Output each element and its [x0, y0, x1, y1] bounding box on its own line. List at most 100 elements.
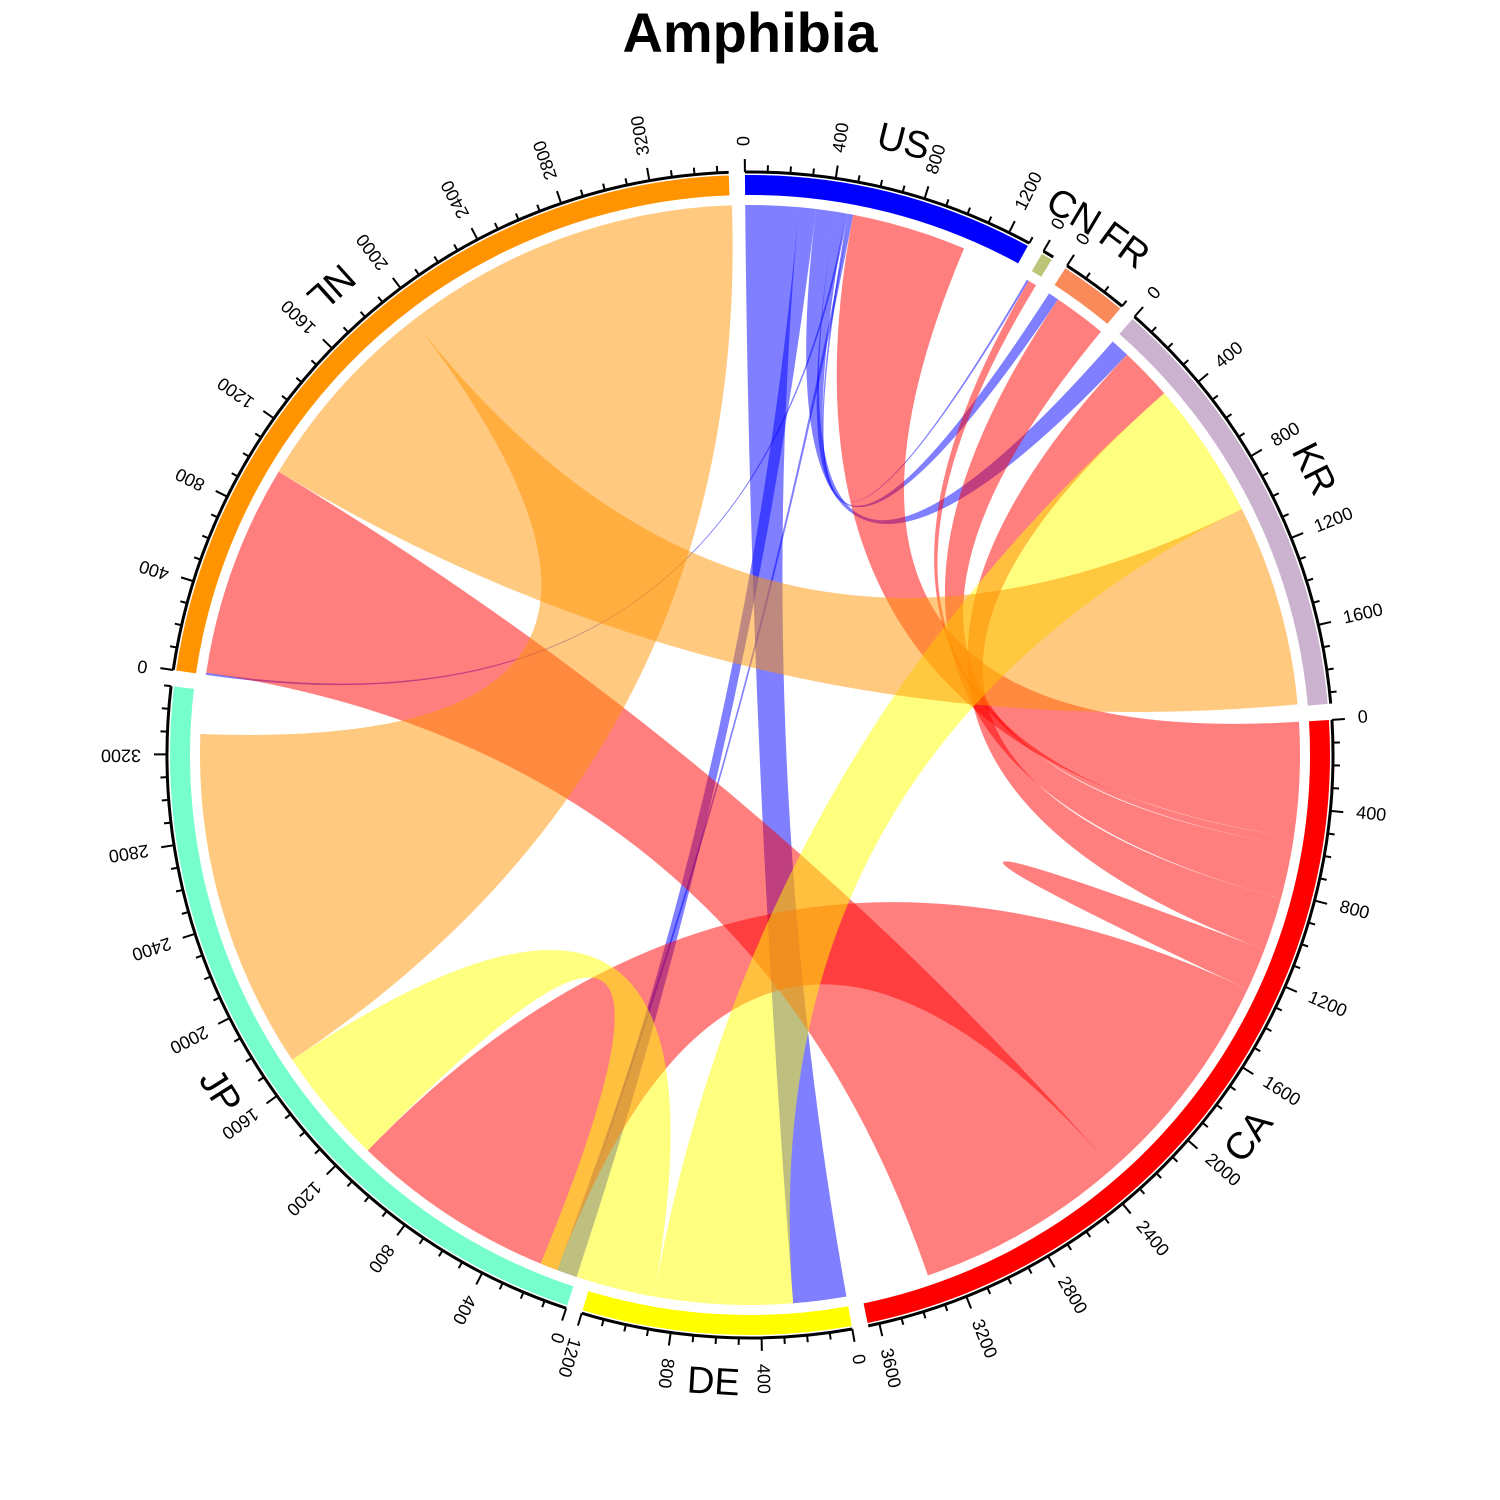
- axis-tick-ca: [1284, 985, 1298, 993]
- axis-tick-de: [576, 1312, 583, 1326]
- axis-tick-us: [901, 185, 906, 193]
- chord-link-us-jp: [560, 207, 816, 1277]
- axis-tick-nl: [514, 213, 520, 221]
- axis-tick-nl: [536, 204, 541, 212]
- tick-label-ca: 1600: [1260, 1072, 1305, 1110]
- axis-tick-ca: [1293, 964, 1301, 970]
- axis-tick-ca: [1253, 1046, 1261, 1053]
- tick-label-ca: 1200: [1305, 987, 1350, 1021]
- axis-tick-ca: [1066, 1243, 1073, 1251]
- sector-track-de: [582, 1291, 852, 1335]
- axis-tick-us: [834, 165, 839, 179]
- axis-tick-jp: [182, 932, 196, 939]
- axis-tick-kr: [1225, 413, 1233, 419]
- tick-label-jp: 800: [365, 1241, 399, 1277]
- sector-label-fr: FR: [1091, 214, 1157, 278]
- axis-tick-nl: [470, 227, 479, 241]
- axis-tick-jp: [181, 911, 189, 915]
- axis-tick-ca: [1215, 1103, 1223, 1110]
- axis-tick-ca: [900, 1317, 905, 1325]
- axis-tick-nl: [201, 534, 210, 540]
- axis-tick-nl: [602, 183, 606, 191]
- axis-tick-us: [812, 168, 815, 176]
- axis-tick-jp: [163, 821, 172, 825]
- axis-tick-jp: [438, 1249, 444, 1257]
- axis-tick-de: [851, 1328, 856, 1342]
- tick-label-us: 400: [828, 121, 852, 154]
- axis-tick-de: [623, 1324, 627, 1332]
- axis-tick-jp: [475, 1272, 484, 1285]
- axis-tick-fr: [1103, 285, 1110, 293]
- tick-label-nl: 800: [172, 464, 208, 495]
- axis-tick-nl: [322, 338, 333, 350]
- axis-tick-ca: [986, 1287, 992, 1295]
- tick-label-nl: 3200: [627, 114, 654, 157]
- tick-label-ca: 0: [1357, 706, 1368, 727]
- sector-axis-us: [744, 170, 1030, 245]
- axis-tick-jp: [561, 1307, 568, 1321]
- axis-tick-us: [879, 179, 884, 188]
- tick-label-jp: 2800: [107, 841, 150, 867]
- axis-tick-us: [1028, 236, 1034, 244]
- axis-tick-jp: [396, 1224, 406, 1236]
- tick-label-de: 800: [654, 1357, 678, 1389]
- axis-tick-ca: [1047, 1255, 1056, 1268]
- axis-tick-nl: [210, 513, 219, 519]
- axis-tick-nl: [646, 167, 651, 181]
- axis-tick-kr: [1272, 492, 1280, 498]
- axis-tick-ca: [1275, 1006, 1283, 1012]
- chord-links: [199, 204, 1301, 1305]
- axis-tick-nl: [254, 432, 262, 439]
- axis-tick-ca: [1171, 1156, 1179, 1163]
- axis-tick-kr: [1197, 372, 1209, 383]
- axis-tick-jp: [381, 1210, 388, 1218]
- axis-tick-ca: [1085, 1230, 1092, 1238]
- tick-label-kr: 0: [1143, 282, 1165, 303]
- tick-label-jp: 3200: [101, 746, 141, 766]
- chord-link-nl-kr: [278, 319, 1298, 713]
- axis-tick-nl: [692, 167, 696, 175]
- axis-tick-ca: [944, 1304, 949, 1312]
- axis-tick-kr: [1211, 394, 1219, 401]
- tick-label-nl: 400: [137, 556, 172, 584]
- axis-tick-jp: [245, 1057, 253, 1063]
- axis-tick-jp: [314, 1148, 321, 1155]
- axis-tick-nl: [281, 395, 289, 401]
- axis-tick-jp: [265, 1095, 278, 1105]
- chord-link-us-cn: [822, 213, 1029, 503]
- axis-tick-kr: [1261, 471, 1269, 477]
- tick-label-nl: 0: [136, 656, 149, 677]
- axis-tick-nl: [359, 311, 366, 318]
- chord-link-ca-ca: [1002, 861, 1265, 990]
- tick-label-kr: 400: [1211, 337, 1247, 372]
- axis-tick-nl: [453, 244, 459, 252]
- axis-tick-ca: [1187, 1139, 1199, 1150]
- axis-tick-us: [966, 207, 971, 215]
- axis-tick-jp: [195, 954, 203, 959]
- axis-tick-kr: [1238, 432, 1246, 438]
- axis-tick-fr: [1085, 272, 1091, 280]
- axis-tick-jp: [363, 1195, 370, 1203]
- tick-label-ca: 800: [1338, 896, 1372, 923]
- tick-label-jp: 1200: [283, 1177, 326, 1219]
- axis-tick-ca: [1314, 899, 1328, 905]
- axis-tick-jp: [161, 798, 169, 802]
- axis-tick-jp: [170, 866, 179, 870]
- axis-tick-ca: [1103, 1217, 1110, 1224]
- axis-tick-ca: [1121, 1202, 1132, 1215]
- axis-tick-ca: [1241, 1066, 1254, 1076]
- axis-tick-ca: [1155, 1172, 1162, 1179]
- axis-tick-nl: [669, 170, 673, 178]
- axis-tick-nl: [392, 277, 402, 289]
- axis-tick-nl: [242, 452, 250, 458]
- chart-title: Amphibia: [622, 1, 878, 64]
- axis-tick-kr: [1329, 690, 1337, 694]
- axis-tick-fr: [1121, 300, 1128, 307]
- axis-tick-ca: [1308, 921, 1316, 926]
- axis-tick-nl: [231, 472, 239, 478]
- axis-tick-nl: [433, 255, 439, 263]
- axis-tick-us: [857, 175, 861, 183]
- axis-tick-kr: [1250, 448, 1263, 458]
- axis-tick-nl: [193, 556, 202, 561]
